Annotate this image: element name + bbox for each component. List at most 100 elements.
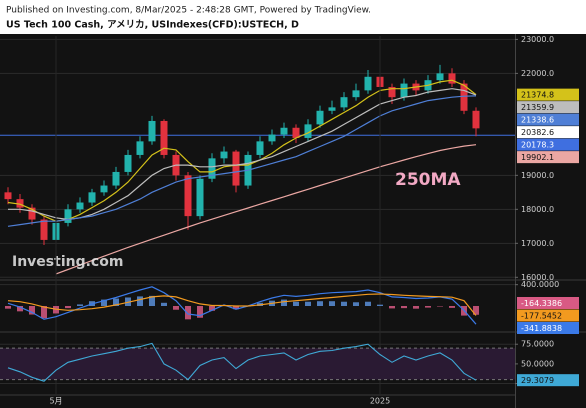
line-series — [7, 286, 477, 325]
histogram-bar — [41, 306, 47, 319]
value-box — [517, 126, 579, 139]
histogram-bar — [293, 301, 299, 306]
candle-body — [436, 73, 444, 81]
y-tick-label: 19000.0 — [521, 171, 554, 180]
histogram-bar — [281, 299, 287, 306]
candle-body — [136, 141, 144, 155]
value-box — [517, 297, 579, 309]
histogram-bar — [65, 306, 71, 309]
candle-body — [28, 207, 36, 220]
y-tick-label: 17000.0 — [521, 239, 554, 248]
histogram-bar — [305, 301, 311, 306]
histogram-bar — [341, 301, 347, 306]
candle-body — [220, 151, 228, 159]
candle-body — [184, 175, 192, 217]
value-label: 29.3079 — [521, 376, 554, 385]
candle-body — [76, 202, 84, 210]
y-tick-label: 23000.0 — [521, 35, 554, 44]
candle-body — [316, 110, 324, 125]
annotation: 250MA — [395, 170, 461, 190]
y-tick-label: 50.0000 — [521, 359, 554, 368]
histogram-bar — [329, 301, 335, 306]
histogram-bar — [473, 306, 479, 315]
candle-body — [148, 120, 156, 142]
histogram-bar — [149, 295, 155, 306]
candle-body — [304, 124, 312, 138]
value-box — [517, 151, 579, 164]
histogram-bar — [209, 306, 215, 311]
histogram-bar — [425, 306, 431, 308]
candle-body — [340, 97, 348, 108]
candle-body — [232, 151, 240, 186]
line-series — [7, 293, 477, 316]
candle-body — [364, 76, 372, 91]
value-box — [517, 138, 579, 151]
histogram-bar — [365, 301, 371, 306]
candle-body — [64, 209, 72, 223]
candle-body — [160, 120, 168, 155]
histogram-bar — [437, 306, 443, 307]
y-tick-label: 22000.0 — [521, 69, 554, 78]
histogram-bar — [389, 306, 395, 309]
line-series — [55, 144, 477, 275]
histogram-bar — [197, 306, 203, 318]
y-tick-label: 400.0000 — [521, 280, 559, 289]
candle-body — [88, 192, 96, 203]
x-tick-label: 2025 — [370, 397, 390, 406]
y-tick-label: 16000.0 — [521, 273, 554, 282]
candle-body — [352, 90, 360, 98]
value-box — [517, 101, 579, 114]
histogram-bar — [377, 304, 383, 306]
value-label: 20382.6 — [521, 128, 554, 137]
histogram-bar — [161, 302, 167, 306]
histogram-bar — [77, 304, 83, 306]
histogram-bar — [413, 306, 419, 309]
value-box — [517, 113, 579, 126]
value-label: 19902.1 — [521, 153, 554, 162]
candle-body — [256, 141, 264, 155]
histogram-bar — [449, 306, 455, 308]
candle-body — [112, 171, 120, 186]
candle-body — [268, 134, 276, 142]
candle-body — [100, 185, 108, 193]
value-label: 21374.8 — [521, 91, 554, 100]
value-label: 20178.3 — [521, 141, 554, 150]
value-box — [517, 309, 579, 322]
candle-body — [196, 178, 204, 217]
line-series — [7, 95, 477, 227]
candle-body — [124, 154, 132, 172]
histogram-bar — [353, 302, 359, 306]
line-series — [7, 79, 477, 222]
value-label: 21359.9 — [521, 103, 554, 112]
candle-body — [4, 192, 12, 200]
histogram-bar — [233, 306, 239, 310]
candle-body — [460, 83, 468, 111]
histogram-bar — [29, 306, 35, 315]
histogram-bar — [101, 299, 107, 306]
value-label: -177.5452 — [521, 312, 562, 321]
histogram-bar — [113, 298, 119, 306]
y-tick-label: 18000.0 — [521, 205, 554, 214]
value-label: 21338.6 — [521, 116, 554, 125]
histogram-bar — [17, 306, 23, 312]
candle-body — [40, 219, 48, 240]
chart-title: US Tech 100 Cash, アメリカ, USIndexes(CFD):U… — [6, 20, 299, 31]
watermark: Investing.com — [12, 254, 123, 270]
value-box — [517, 88, 579, 101]
histogram-bar — [5, 306, 11, 309]
candle-body — [16, 199, 24, 208]
histogram-bar — [317, 301, 323, 306]
value-label: -164.3386 — [521, 299, 562, 308]
histogram-bar — [173, 306, 179, 310]
value-label: -341.8838 — [521, 324, 562, 333]
value-box — [517, 322, 579, 334]
x-tick-label: 5月 — [49, 397, 62, 406]
subtitle: Published on Investing.com, 8/Mar/2025 -… — [6, 6, 371, 16]
value-box — [517, 374, 579, 387]
rsi-band — [0, 348, 515, 380]
candle-body — [388, 86, 396, 98]
candle-body — [292, 127, 300, 138]
candle-body — [208, 158, 216, 179]
